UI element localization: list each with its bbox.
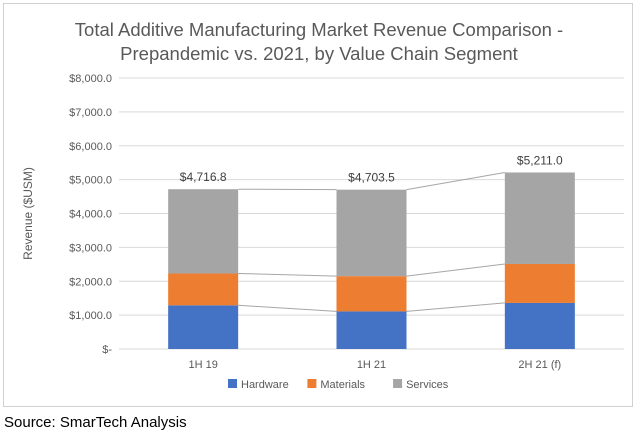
chart-title-line: Total Additive Manufacturing Market Reve… <box>75 19 563 40</box>
chart-svg: Total Additive Manufacturing Market Reve… <box>21 19 624 391</box>
source-note: Source: SmarTech Analysis <box>4 414 187 431</box>
legend-swatch-services <box>393 379 403 388</box>
y-tick-label: $1,000.0 <box>69 310 112 322</box>
bar-services <box>168 189 239 274</box>
bar-materials <box>504 263 575 303</box>
y-tick-label: $5,000.0 <box>69 175 112 187</box>
series-connector-line <box>406 263 505 277</box>
bar-services <box>336 189 407 277</box>
y-axis-title: Revenue ($USM) <box>21 167 35 260</box>
legend-swatch-materials <box>307 379 317 388</box>
bar-services <box>504 172 575 264</box>
total-data-label: $5,211.0 <box>517 153 563 167</box>
y-tick-label: $6,000.0 <box>69 141 112 153</box>
legend-label: Materials <box>320 379 365 391</box>
series-connector-line <box>406 171 505 191</box>
total-data-label: $4,716.8 <box>180 170 227 184</box>
series-connector-line <box>238 272 337 277</box>
y-tick-label: $4,000.0 <box>69 209 112 221</box>
bar-hardware <box>336 311 407 349</box>
y-tick-label: $- <box>102 344 112 356</box>
bar-materials <box>168 273 239 306</box>
x-tick-label: 2H 21 (f) <box>518 359 561 371</box>
bar-hardware <box>168 305 239 349</box>
series-connector-line <box>406 302 505 312</box>
legend-swatch-hardware <box>228 379 237 388</box>
legend-label: Services <box>406 379 449 391</box>
total-data-label: $4,703.5 <box>348 171 395 185</box>
legend-label: Hardware <box>241 379 289 391</box>
bar-hardware <box>504 302 575 349</box>
x-tick-label: 1H 21 <box>357 359 386 371</box>
x-tick-label: 1H 19 <box>188 359 217 371</box>
y-tick-label: $7,000.0 <box>69 107 112 119</box>
y-tick-label: $2,000.0 <box>69 276 112 288</box>
y-tick-label: $8,000.0 <box>69 73 112 85</box>
chart-frame: Total Additive Manufacturing Market Reve… <box>3 3 633 407</box>
bar-materials <box>336 276 407 312</box>
y-tick-label: $3,000.0 <box>69 242 112 254</box>
series-connector-line <box>238 304 337 312</box>
chart-title-line: Prepandemic vs. 2021, by Value Chain Seg… <box>120 43 518 64</box>
